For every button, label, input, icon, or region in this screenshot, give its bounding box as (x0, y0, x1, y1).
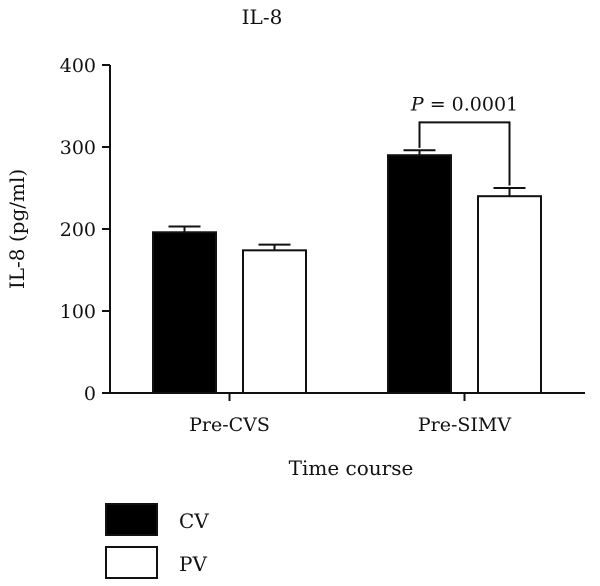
bar-pv-pre-simv (477, 195, 542, 394)
legend-swatch-cv (105, 503, 158, 536)
chart-title: IL-8 (242, 5, 283, 29)
x-tick-label-0: Pre-CVS (189, 414, 270, 436)
y-tick-label-2: 200 (60, 219, 96, 241)
x-axis-label: Time course (289, 456, 414, 480)
significance-label: P = 0.0001 (410, 93, 518, 115)
bar-cv-pre-cvs (152, 231, 217, 394)
legend-swatch-pv (105, 546, 158, 579)
legend-label-pv: PV (179, 552, 207, 576)
y-tick-label-1: 100 (60, 301, 96, 323)
bar-cv-pre-simv (387, 154, 452, 394)
y-axis-label: IL-8 (pg/ml) (5, 169, 29, 289)
x-tick-label-1: Pre-SIMV (418, 414, 512, 436)
significance-label-p: P (410, 93, 425, 115)
significance-label-value: = 0.0001 (424, 93, 518, 115)
y-tick-label-3: 300 (60, 137, 96, 159)
y-tick-label-4: 400 (60, 55, 96, 77)
y-tick-label-0: 0 (84, 383, 96, 405)
bar-pv-pre-cvs (242, 249, 307, 394)
legend-label-cv: CV (179, 509, 209, 533)
significance-bracket (418, 121, 511, 186)
